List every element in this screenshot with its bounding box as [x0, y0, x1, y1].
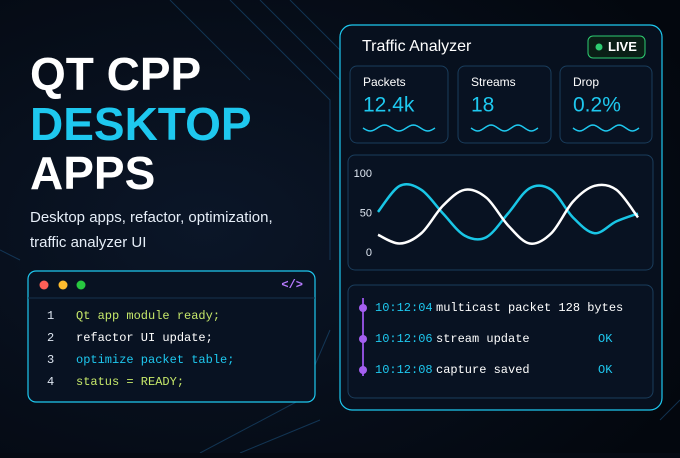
series-line	[377, 183, 639, 241]
timeline-dot	[359, 304, 367, 312]
log-status: OK	[598, 332, 613, 346]
code-text: refactor UI update;	[76, 331, 213, 345]
stat-label: Streams	[471, 75, 516, 89]
line-number: 1	[47, 309, 54, 323]
subtitle: Desktop apps, refactor, optimization,	[30, 209, 273, 226]
headline: APPS	[30, 147, 155, 199]
log-message: capture saved	[436, 363, 530, 377]
stat-card	[349, 65, 449, 144]
code-text: optimize packet table;	[76, 353, 234, 367]
log-box	[347, 284, 654, 399]
stat-label: Drop	[573, 75, 599, 89]
code-panel	[27, 270, 316, 403]
y-tick-label: 50	[360, 207, 372, 219]
line-number: 3	[47, 353, 54, 367]
stat-card	[559, 65, 653, 144]
subtitle: traffic analyzer UI	[30, 234, 146, 251]
y-tick-label: 0	[366, 247, 372, 259]
stat-value: 12.4k	[363, 94, 415, 117]
log-time: 10:12:04	[375, 301, 433, 315]
chart-box	[347, 154, 654, 271]
stat-value: 0.2%	[573, 94, 621, 117]
series-line	[377, 183, 639, 245]
code-text: status = READY;	[76, 375, 184, 389]
code-icon: </>	[281, 278, 303, 292]
stat-label: Packets	[363, 75, 406, 89]
headline: QT CPP	[30, 48, 201, 100]
log-time: 10:12:06	[375, 332, 433, 346]
window-dot	[76, 280, 86, 290]
line-number: 2	[47, 331, 54, 345]
window-dot	[39, 280, 49, 290]
timeline-dot	[359, 366, 367, 374]
log-time: 10:12:08	[375, 363, 433, 377]
panel-title: Traffic Analyzer	[362, 38, 472, 55]
stat-card	[457, 65, 552, 144]
live-dot	[595, 43, 603, 51]
chart: 0 50 100	[354, 168, 639, 259]
window-dot	[58, 280, 68, 290]
badge-text: LIVE	[608, 39, 637, 54]
code-lines: 1 Qt app module ready; 2 refactor UI update…	[47, 309, 234, 389]
stats: Packets 12.4k Streams 18 Drop 0.2%	[349, 65, 653, 144]
sparkline	[470, 124, 539, 132]
headline: DESKTOP	[30, 98, 252, 150]
line-number: 4	[47, 375, 54, 389]
stat-value: 18	[471, 94, 494, 117]
log: 10:12:04 multicast packet 128 bytes 10:12:…	[359, 301, 623, 377]
log-message: stream update	[436, 332, 530, 346]
timeline-dot	[359, 335, 367, 343]
y-tick-label: 100	[354, 168, 372, 180]
code-text: Qt app module ready;	[76, 309, 220, 323]
log-status: OK	[598, 363, 613, 377]
live-badge	[587, 35, 646, 59]
log-message: multicast packet 128 bytes	[436, 301, 623, 315]
sparkline	[572, 124, 640, 132]
sparkline	[362, 124, 436, 132]
